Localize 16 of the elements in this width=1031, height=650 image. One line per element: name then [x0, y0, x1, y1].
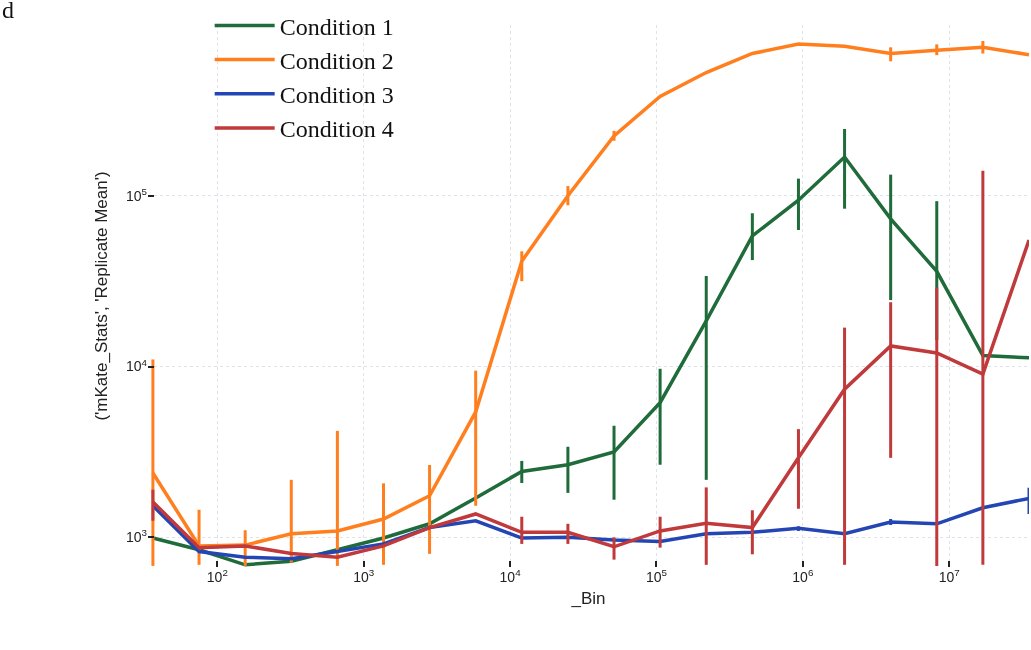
legend-label: Condition 4: [279, 116, 394, 143]
y-tick-label: 10$^{5}$: [125, 185, 148, 204]
legend-label: Condition 3: [279, 82, 394, 109]
y-axis-title: ('mKate_Stats', 'Replicate Mean'): [91, 171, 111, 421]
legend-label: Condition 2: [279, 47, 394, 74]
legend-label: Condition 1: [279, 13, 394, 40]
y-tick-label: 10$^{3}$: [125, 527, 148, 546]
x-tick-label: 10$^{4}$: [499, 567, 522, 585]
x-tick-label: 10$^{3}$: [353, 567, 375, 585]
x-tick-label: 10$^{5}$: [645, 567, 668, 585]
x-tick-label: 10$^{7}$: [938, 567, 960, 585]
x-tick-label: 10$^{6}$: [792, 567, 814, 585]
y-tick-label: 10$^{4}$: [125, 356, 148, 375]
x-tick-label: 10$^{2}$: [206, 567, 228, 585]
x-axis-title: _Bin: [570, 589, 606, 609]
text: d: [2, 0, 14, 23]
